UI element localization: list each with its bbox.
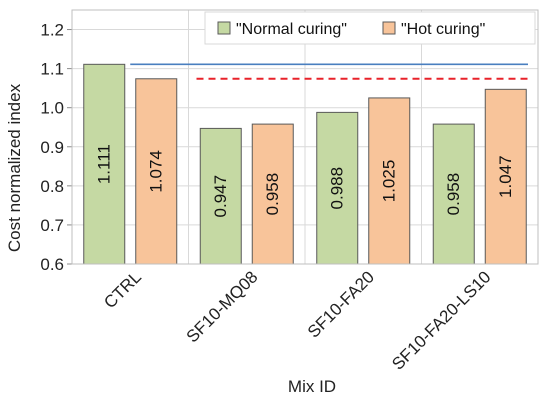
x-tick-label: CTRL — [100, 267, 145, 312]
bar-hot-curing-sf10-fa20-ls10 — [484, 88, 527, 265]
reference-lines — [130, 63, 528, 80]
x-tick-label: SF10-MQ08 — [183, 267, 262, 346]
bar-value-label: 1.047 — [496, 155, 515, 198]
bar-value-label: 1.111 — [95, 144, 114, 184]
y-axis-title: Cost normalized index — [5, 83, 24, 252]
y-tick-label: 1.1 — [40, 60, 64, 79]
bar-hot-curing-sf10-fa20 — [368, 97, 411, 265]
y-tick-label: 0.9 — [40, 138, 64, 157]
bars — [83, 63, 527, 265]
bar-value-label: 0.947 — [211, 175, 230, 218]
x-tick-label: SF10-FA20 — [304, 267, 378, 341]
bar-normal-curing-sf10-fa20-ls10 — [432, 123, 475, 265]
bar-value-label: 1.025 — [380, 160, 399, 203]
bar-value-labels: 1.111 0.947 0.988 0.958 1.074 0.958 1.025 1.047 — [95, 144, 516, 217]
legend-swatch — [382, 21, 396, 35]
plot-area-border — [71, 9, 539, 265]
bar-normal-curing-ctrl — [83, 63, 126, 265]
y-tick-label: 0.8 — [40, 177, 64, 196]
y-tick-label: 0.7 — [40, 216, 64, 235]
x-tick-label: SF10-FA20-LS10 — [388, 267, 494, 373]
legend-entry-label: "Normal curing" — [236, 21, 347, 38]
y-tick-label: 1.0 — [40, 99, 64, 118]
bar-value-label: 0.958 — [444, 173, 463, 216]
bar-normal-curing-sf10-mq08 — [199, 127, 242, 265]
bar-normal-curing-sf10-fa20 — [316, 111, 359, 265]
legend-box — [204, 11, 536, 45]
y-tick-label: 1.2 — [40, 21, 64, 40]
bar-value-label: 0.988 — [328, 167, 347, 210]
legend[interactable]: "Normal curing" "Hot curing" — [204, 11, 536, 45]
y-tick-label: 0.6 — [40, 255, 64, 274]
x-axis-title: Mix ID — [288, 377, 336, 396]
bar-value-label: 0.958 — [263, 173, 282, 216]
legend-entry-label: "Hot curing" — [401, 21, 485, 38]
legend-swatch — [217, 21, 231, 35]
bar-value-label: 1.074 — [147, 150, 166, 193]
